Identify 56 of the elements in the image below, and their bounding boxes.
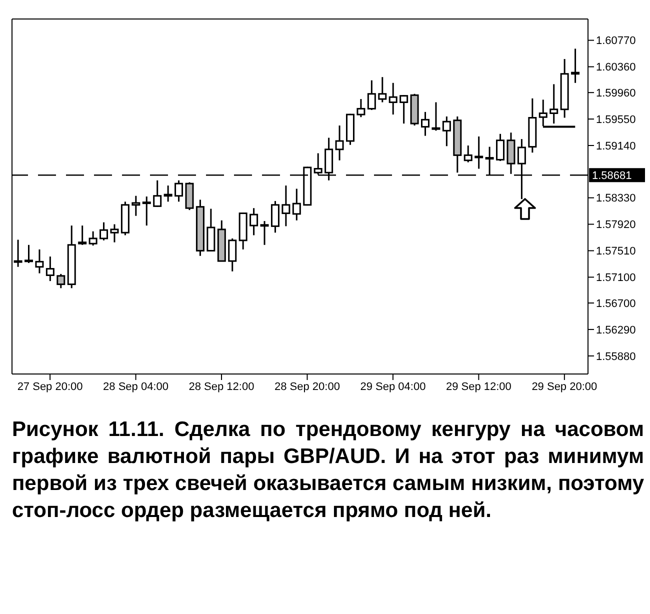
y-tick-label: 1.55880 [596, 350, 636, 363]
y-tick-label: 1.60360 [596, 62, 636, 74]
candlestick [270, 200, 280, 234]
candlestick [250, 207, 258, 236]
candlestick [335, 124, 344, 162]
candlestick [228, 238, 237, 272]
candlestick [110, 224, 119, 244]
x-tick-label: 28 Sep 20:00 [274, 380, 340, 393]
x-tick-label: 29 Sep 20:00 [532, 380, 598, 393]
y-tick-label: 1.56290 [596, 324, 636, 336]
candlestick [35, 248, 44, 274]
candlestick [206, 208, 216, 252]
candlestick [496, 133, 505, 162]
candlestick [421, 111, 430, 137]
y-tick-label: 1.57510 [596, 246, 636, 258]
candlestick [153, 180, 162, 208]
y-tick-label: 1.60770 [596, 35, 636, 48]
candlestick [356, 98, 366, 118]
candlestick [142, 196, 151, 226]
candlestick [506, 132, 516, 175]
candlestick [388, 82, 398, 116]
candlestick [292, 188, 301, 222]
x-tick-label: 28 Sep 04:00 [103, 380, 168, 393]
y-tick-label: 1.56700 [596, 298, 636, 310]
candlestick [550, 83, 558, 124]
candlestick [442, 116, 451, 147]
candlestick [378, 76, 387, 104]
ref-line-label: 1.58681 [592, 170, 632, 182]
candlestick [260, 220, 269, 246]
candlestick [100, 222, 108, 242]
y-tick-label: 1.57100 [596, 272, 636, 284]
candlestick [282, 184, 290, 227]
y-tick-label: 1.59960 [596, 87, 636, 100]
y-tick-label: 1.58330 [596, 192, 636, 205]
y-tick-label: 1.57920 [596, 219, 636, 232]
y-tick-label: 1.59140 [596, 140, 636, 152]
text: Рисунок 11.11. Сделка по трендовому кенгуру на часовом графике валютной пары GBP/AUD. И на этот раз минимум первой из трех свечей оказывается самым низким, поэтому стоп-лосс ордер размещается прямо под ней. [12, 417, 644, 524]
candlestick [88, 230, 98, 246]
x-tick-label: 28 Sep 12:00 [188, 380, 254, 393]
candlestick [56, 273, 66, 289]
candlestick [464, 144, 472, 164]
candlestick [78, 224, 87, 246]
candlestick [432, 102, 440, 132]
candlestick [367, 80, 376, 111]
candlestick [474, 136, 484, 170]
x-tick-label: 29 Sep 12:00 [446, 380, 512, 393]
candlestick [400, 94, 408, 124]
candlestick [24, 244, 33, 264]
candlestick [46, 256, 54, 282]
x-tick-label: 27 Sep 20:00 [17, 380, 83, 393]
x-tick-label: 29 Sep 04:00 [360, 380, 426, 393]
y-tick-label: 1.59550 [596, 114, 636, 126]
candlestick [132, 195, 140, 217]
candlestick [174, 180, 184, 202]
candlestick [571, 48, 580, 84]
candlestick [164, 184, 172, 202]
